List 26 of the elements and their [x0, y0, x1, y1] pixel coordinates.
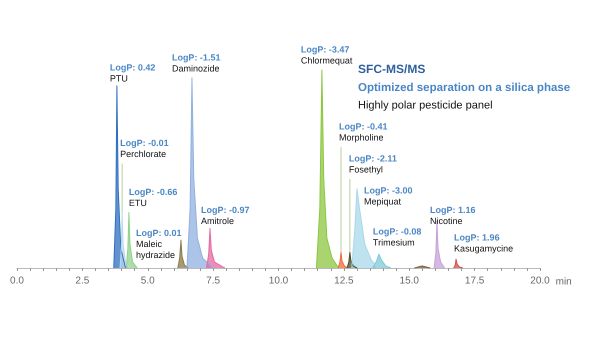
annotation: Highly polar pesticide panel — [358, 100, 493, 112]
x-tick-label: 7.5 — [206, 276, 221, 286]
x-tick-label: 15.0 — [400, 276, 420, 286]
annotation: LogP: -1.51 Daminozide — [172, 52, 220, 74]
annotation: LogP: -0.41 Morpholine — [339, 122, 388, 143]
annotation: LogP: -0.08 Trimesium — [372, 226, 422, 248]
x-tick-label: 17.5 — [464, 276, 485, 286]
annotation: LogP: -3.00 Mepiquat — [364, 185, 412, 206]
x-tick-label: 10.0 — [268, 276, 289, 286]
annotation: LogP: 1.16 Nicotine — [430, 204, 476, 226]
annotation: LogP: -3.47 Chlormequat — [300, 44, 353, 66]
x-axis-title: min — [556, 276, 572, 288]
annotation: LogP: 0.01 Maleic hydrazide — [136, 228, 182, 260]
x-tick-label: 5.0 — [140, 276, 156, 286]
annotation: LogP: -0.01 Perchlorate — [120, 138, 169, 160]
annotation: LogP: -0.66 ETU — [128, 187, 178, 208]
chart-title: SFC-MS/MS — [358, 62, 426, 76]
annotation: LogP: 1.96 Kasugamycine — [454, 232, 514, 254]
annotation: LogP: -2.11 Fosethyl — [348, 154, 397, 175]
annotation: LogP: 0.42 PTU — [110, 62, 156, 84]
x-tick-label: 12.5 — [334, 276, 354, 286]
annotation: LogP: -0.97 Amitrole — [200, 204, 250, 226]
x-tick-label: 2.5 — [75, 276, 90, 286]
x-tick-label: 20.0 — [530, 276, 550, 286]
x-tick-label: 0.0 — [10, 276, 24, 286]
text: Optimized separation on a silica phase — [358, 82, 570, 94]
